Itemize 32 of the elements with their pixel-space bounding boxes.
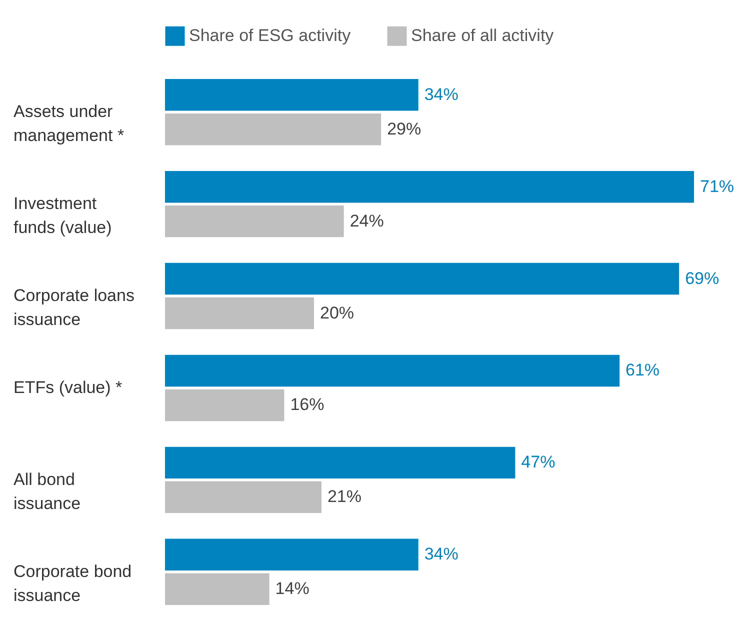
legend-label: Share of all activity <box>411 26 554 46</box>
data-label: 16% <box>290 395 324 414</box>
data-label: 14% <box>275 579 310 598</box>
data-label: 29% <box>387 119 422 138</box>
data-label: 24% <box>350 211 384 230</box>
bar <box>165 481 322 514</box>
bar <box>165 170 694 203</box>
bar <box>165 446 516 479</box>
data-label: 61% <box>625 360 660 380</box>
y-tick-label: All bond issuance <box>14 470 81 513</box>
data-label: 47% <box>521 452 556 472</box>
y-tick-label: Corporate loans issuance <box>14 286 134 330</box>
data-label: 21% <box>327 487 362 506</box>
bar <box>165 389 284 422</box>
data-label: 69% <box>685 268 720 288</box>
bar <box>165 114 382 146</box>
bar <box>165 297 314 330</box>
data-label: 34% <box>424 84 458 104</box>
bar <box>165 79 418 111</box>
bar <box>165 354 620 387</box>
legend-label: Share of ESG activity <box>189 26 352 46</box>
y-tick-label: Assets under management * <box>14 102 124 146</box>
data-label: 71% <box>700 176 734 196</box>
y-tick-label: Corporate bond issuance <box>14 562 132 605</box>
y-tick-label: ETFs (value) * <box>14 378 123 397</box>
bar <box>165 573 270 605</box>
data-label: 34% <box>424 544 458 564</box>
y-tick-label: Investment funds (value) <box>14 194 112 238</box>
bar <box>165 262 680 295</box>
data-label: 20% <box>320 303 354 322</box>
bar <box>165 205 344 238</box>
bar <box>165 538 418 570</box>
